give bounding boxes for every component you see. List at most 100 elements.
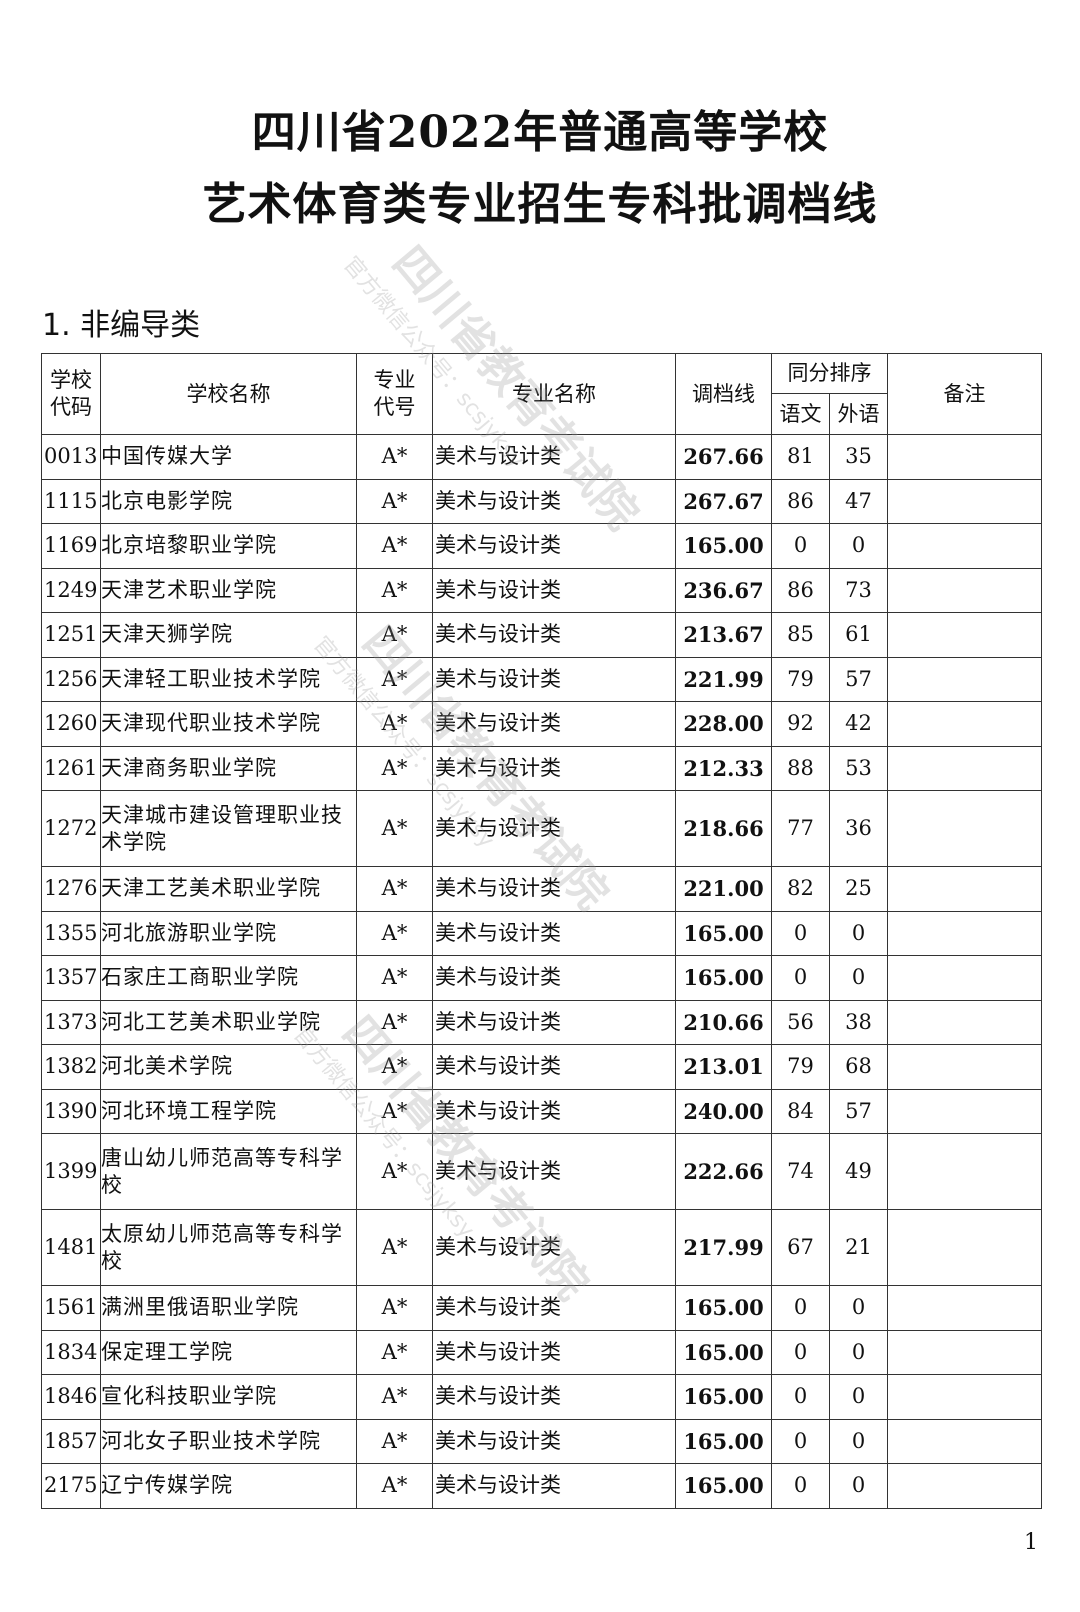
cell-major-code: A*	[356, 1088, 433, 1134]
cell-chinese-rank: 88	[771, 745, 830, 791]
cell-major-code: A*	[356, 999, 433, 1045]
table-row: 1857 河北女子职业技术学院 A* 美术与设计类 165.00 0 0	[41, 1418, 1042, 1464]
cell-school-name: 天津艺术职业学院	[100, 567, 357, 613]
cell-major-code: A*	[356, 1209, 433, 1286]
cell-chinese-rank: 0	[771, 523, 830, 569]
cell-remark	[887, 1374, 1042, 1420]
cell-school-code: 1256	[41, 656, 101, 702]
cell-school-name: 天津城市建设管理职业技术学院	[100, 790, 357, 867]
table-row: 0013 中国传媒大学 A* 美术与设计类 267.66 81 35	[41, 434, 1042, 480]
header-foreign: 外语	[829, 393, 888, 435]
header-major-name: 专业名称	[432, 353, 676, 435]
cell-major-code: A*	[356, 1133, 433, 1210]
cell-chinese-rank: 86	[771, 478, 830, 524]
cell-remark	[887, 955, 1042, 1001]
table-body: 0013 中国传媒大学 A* 美术与设计类 267.66 81 35 1115 北京电影学院 A*…	[41, 434, 1042, 1509]
cell-foreign-rank: 0	[829, 910, 888, 956]
cell-foreign-rank: 0	[829, 955, 888, 1001]
cell-school-code: 1272	[41, 790, 101, 867]
table-row: 1357 石家庄工商职业学院 A* 美术与设计类 165.00 0 0	[41, 955, 1042, 1001]
cell-chinese-rank: 85	[771, 612, 830, 658]
table-row: 1251 天津天狮学院 A* 美术与设计类 213.67 85 61	[41, 612, 1042, 658]
cell-school-name: 天津工艺美术职业学院	[100, 866, 357, 912]
table-row: 1846 宣化科技职业学院 A* 美术与设计类 165.00 0 0	[41, 1374, 1042, 1420]
cell-major-name: 美术与设计类	[432, 1463, 676, 1509]
cell-chinese-rank: 79	[771, 1044, 830, 1090]
cell-school-name: 河北女子职业技术学院	[100, 1418, 357, 1464]
cell-school-code: 1115	[41, 478, 101, 524]
header-major-code: 专业代号	[356, 353, 433, 435]
table-row: 1276 天津工艺美术职业学院 A* 美术与设计类 221.00 82 25	[41, 866, 1042, 912]
cell-chinese-rank: 0	[771, 955, 830, 1001]
cell-chinese-rank: 82	[771, 866, 830, 912]
cell-remark	[887, 567, 1042, 613]
cell-cutoff-score: 165.00	[675, 1374, 772, 1420]
cutoff-table: 学校代码 学校名称 专业代号 专业名称 调档线 同分排序 备注 语文 外语 00…	[41, 353, 1042, 1509]
cell-foreign-rank: 73	[829, 567, 888, 613]
cell-major-name: 美术与设计类	[432, 701, 676, 747]
table-row: 1399 唐山幼儿师范高等专科学校 A* 美术与设计类 222.66 74 49	[41, 1133, 1042, 1210]
cell-foreign-rank: 21	[829, 1209, 888, 1286]
cell-foreign-rank: 0	[829, 1329, 888, 1375]
cell-school-code: 1355	[41, 910, 101, 956]
cell-chinese-rank: 0	[771, 1329, 830, 1375]
cell-school-code: 0013	[41, 434, 101, 480]
cell-school-name: 满洲里俄语职业学院	[100, 1285, 357, 1331]
document-title-line2: 艺术体育类专业招生专科批调档线	[202, 179, 878, 230]
cell-major-code: A*	[356, 1374, 433, 1420]
table-row: 1169 北京培黎职业学院 A* 美术与设计类 165.00 0 0	[41, 523, 1042, 569]
cell-foreign-rank: 57	[829, 656, 888, 702]
cell-remark	[887, 1209, 1042, 1286]
cell-chinese-rank: 56	[771, 999, 830, 1045]
cell-major-code: A*	[356, 866, 433, 912]
cell-cutoff-score: 221.00	[675, 866, 772, 912]
cell-school-code: 1357	[41, 955, 101, 1001]
table-row: 1373 河北工艺美术职业学院 A* 美术与设计类 210.66 56 38	[41, 999, 1042, 1045]
cell-foreign-rank: 0	[829, 1285, 888, 1331]
cell-school-name: 河北旅游职业学院	[100, 910, 357, 956]
cell-cutoff-score: 213.01	[675, 1044, 772, 1090]
cell-major-name: 美术与设计类	[432, 1285, 676, 1331]
cell-remark	[887, 612, 1042, 658]
page-number: 1	[1024, 1530, 1038, 1555]
cell-chinese-rank: 0	[771, 1463, 830, 1509]
cell-foreign-rank: 53	[829, 745, 888, 791]
header-tie-rank: 同分排序	[771, 353, 888, 394]
cell-foreign-rank: 36	[829, 790, 888, 867]
cell-chinese-rank: 74	[771, 1133, 830, 1210]
cell-school-name: 辽宁传媒学院	[100, 1463, 357, 1509]
cell-school-name: 太原幼儿师范高等专科学校	[100, 1209, 357, 1286]
cell-remark	[887, 656, 1042, 702]
cell-cutoff-score: 267.66	[675, 434, 772, 480]
table-row: 2175 辽宁传媒学院 A* 美术与设计类 165.00 0 0	[41, 1463, 1042, 1509]
cell-school-name: 北京培黎职业学院	[100, 523, 357, 569]
cell-remark	[887, 1088, 1042, 1134]
cell-cutoff-score: 165.00	[675, 1285, 772, 1331]
cell-major-name: 美术与设计类	[432, 523, 676, 569]
cell-cutoff-score: 165.00	[675, 1463, 772, 1509]
cell-major-code: A*	[356, 790, 433, 867]
cell-remark	[887, 1463, 1042, 1509]
cell-major-name: 美术与设计类	[432, 790, 676, 867]
cell-chinese-rank: 79	[771, 656, 830, 702]
cell-major-code: A*	[356, 656, 433, 702]
cell-school-name: 宣化科技职业学院	[100, 1374, 357, 1420]
cell-school-code: 1857	[41, 1418, 101, 1464]
table-row: 1834 保定理工学院 A* 美术与设计类 165.00 0 0	[41, 1329, 1042, 1375]
cell-major-code: A*	[356, 1329, 433, 1375]
cell-chinese-rank: 84	[771, 1088, 830, 1134]
cell-remark	[887, 701, 1042, 747]
cell-major-name: 美术与设计类	[432, 745, 676, 791]
cell-school-code: 1834	[41, 1329, 101, 1375]
cell-major-code: A*	[356, 1044, 433, 1090]
table-row: 1390 河北环境工程学院 A* 美术与设计类 240.00 84 57	[41, 1088, 1042, 1134]
cell-foreign-rank: 57	[829, 1088, 888, 1134]
cell-major-code: A*	[356, 523, 433, 569]
cell-major-name: 美术与设计类	[432, 567, 676, 613]
cell-school-code: 1846	[41, 1374, 101, 1420]
cell-school-code: 1390	[41, 1088, 101, 1134]
cell-major-name: 美术与设计类	[432, 478, 676, 524]
cell-remark	[887, 866, 1042, 912]
table-row: 1382 河北美术学院 A* 美术与设计类 213.01 79 68	[41, 1044, 1042, 1090]
cell-school-name: 保定理工学院	[100, 1329, 357, 1375]
